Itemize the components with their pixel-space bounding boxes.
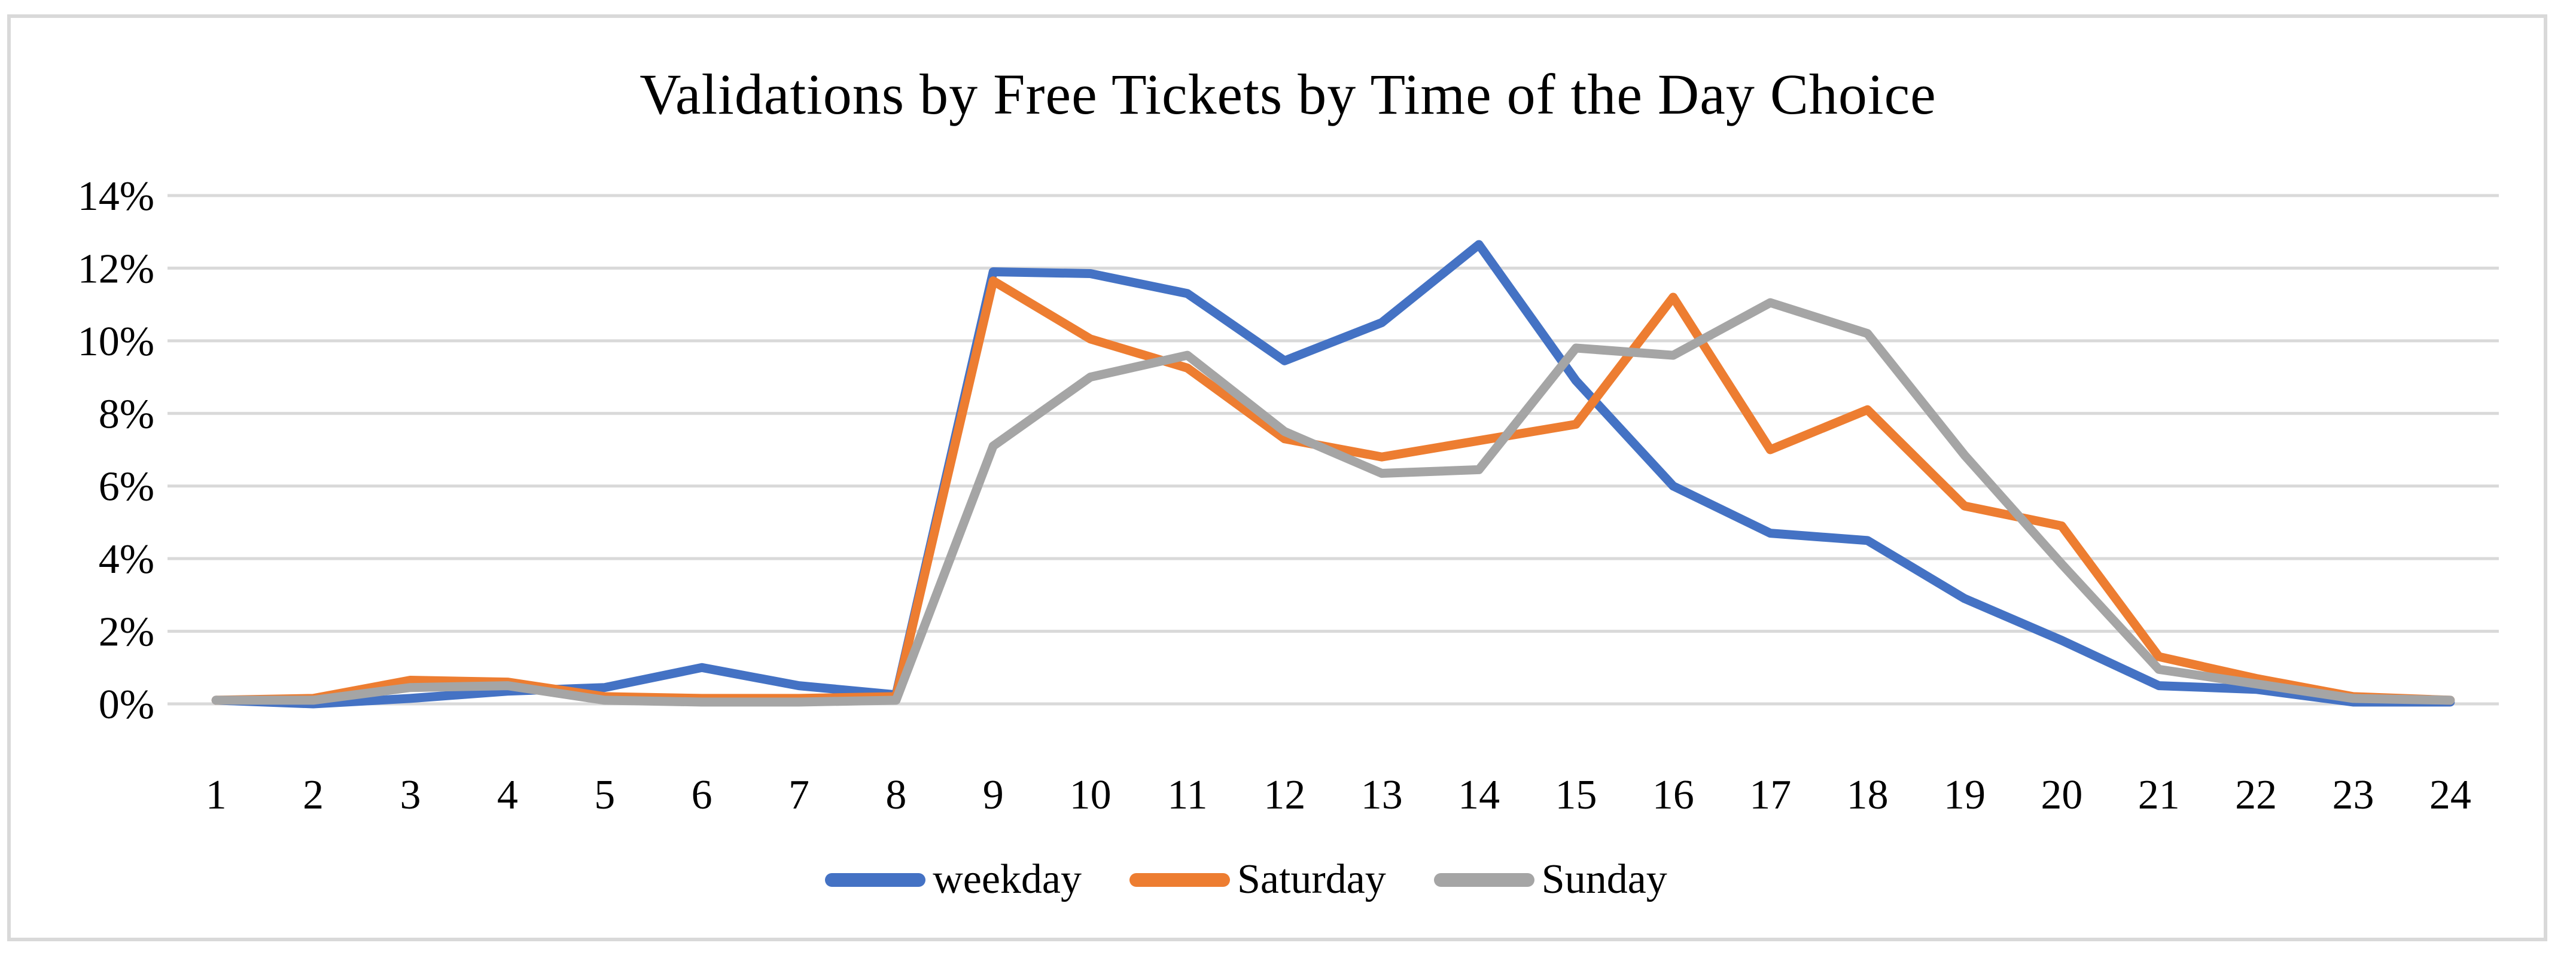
legend-label: weekday	[933, 856, 1082, 902]
y-axis-tick-label: 10%	[78, 319, 154, 365]
x-axis-tick-label: 6	[692, 772, 712, 818]
x-axis-tick-label: 13	[1361, 772, 1403, 818]
y-axis-tick-label: 8%	[99, 391, 154, 437]
x-axis-tick-label: 3	[400, 772, 421, 818]
x-axis-tick-label: 10	[1070, 772, 1112, 818]
series-line-weekday	[211, 240, 2455, 709]
x-axis-tick-label: 19	[1944, 772, 1986, 818]
x-axis-tick-label: 7	[788, 772, 809, 818]
x-axis-tick-label: 23	[2332, 772, 2374, 818]
x-axis-tick-label: 5	[594, 772, 615, 818]
y-axis-tick-label: 0%	[99, 682, 154, 728]
x-axis-tick-label: 22	[2235, 772, 2277, 818]
x-axis-tick-label: 21	[2138, 772, 2180, 818]
legend-item-weekday: weekday	[825, 859, 1082, 901]
chart-title: Validations by Free Tickets by Time of t…	[640, 62, 1936, 126]
y-axis-tick-label: 14%	[78, 173, 154, 219]
x-axis-tick-label: 20	[2041, 772, 2082, 818]
x-axis-tick-label: 11	[1167, 772, 1207, 818]
chart-frame	[7, 14, 2547, 941]
y-axis-tick-label: 6%	[99, 464, 154, 510]
y-axis-tick-label: 12%	[78, 246, 154, 292]
x-axis-tick-label: 24	[2429, 772, 2471, 818]
legend: weekday Saturday Sunday	[0, 859, 2534, 901]
y-axis-tick-label: 4%	[99, 536, 154, 582]
legend-swatch-Sunday	[1433, 873, 1534, 887]
x-axis-tick-label: 8	[885, 772, 906, 818]
legend-swatch-Saturday	[1129, 873, 1230, 887]
x-axis-tick-label: 12	[1263, 772, 1305, 818]
x-axis-tick-label: 4	[497, 772, 518, 818]
x-axis-tick-label: 1	[206, 772, 227, 818]
legend-swatch-weekday	[825, 873, 926, 887]
series-line-Sunday	[211, 298, 2455, 707]
legend-label: Sunday	[1541, 856, 1667, 902]
x-axis-tick-label: 14	[1458, 772, 1500, 818]
legend-item-Sunday: Sunday	[1433, 856, 1667, 902]
legend-item-Saturday: Saturday	[1129, 859, 1386, 901]
x-axis-tick-label: 2	[303, 772, 324, 818]
x-axis-tick-label: 9	[983, 772, 1004, 818]
x-axis-tick-label: 18	[1847, 772, 1889, 818]
x-axis-tick-label: 15	[1555, 772, 1597, 818]
x-axis-tick-label: 17	[1749, 772, 1791, 818]
y-axis-tick-label: 2%	[99, 609, 154, 655]
legend-label: Saturday	[1237, 856, 1386, 902]
x-axis-tick-label: 16	[1652, 772, 1694, 818]
